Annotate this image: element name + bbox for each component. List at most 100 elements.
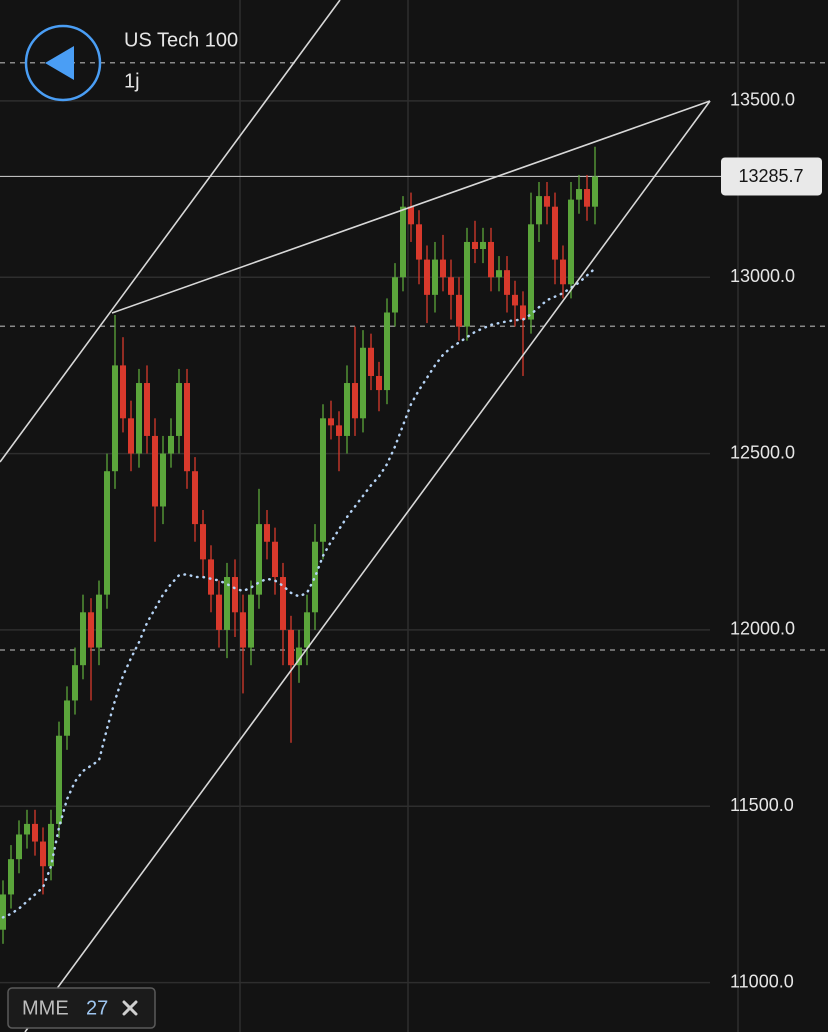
indicator-name: MME bbox=[22, 997, 69, 1019]
candle-body bbox=[96, 594, 102, 648]
candle-body bbox=[168, 435, 174, 454]
candle-body bbox=[272, 541, 278, 578]
y-tick-label: 12500.0 bbox=[730, 442, 795, 462]
candle-body bbox=[512, 294, 518, 306]
candle-body bbox=[304, 612, 310, 648]
candle-body bbox=[416, 224, 422, 260]
remove-indicator[interactable] bbox=[122, 1000, 138, 1016]
candle-body bbox=[24, 823, 30, 835]
candle-body bbox=[216, 594, 222, 630]
candle-body bbox=[0, 894, 6, 930]
candle-body bbox=[504, 270, 510, 295]
candle-body bbox=[408, 206, 414, 225]
candle-body bbox=[432, 259, 438, 295]
candle-body bbox=[592, 176, 598, 207]
candle-body bbox=[56, 735, 62, 824]
candle-body bbox=[184, 383, 190, 472]
candle-body bbox=[112, 365, 118, 472]
candle-body bbox=[576, 189, 582, 200]
candle-body bbox=[80, 612, 86, 666]
candle-body bbox=[584, 189, 590, 207]
candle-body bbox=[536, 196, 542, 225]
candle-body bbox=[544, 196, 550, 207]
y-tick-label: 11500.0 bbox=[730, 795, 794, 815]
close-icon bbox=[122, 1000, 138, 1016]
indicator-legend[interactable]: MME 27 bbox=[7, 987, 156, 1029]
candle-body bbox=[48, 823, 54, 867]
trendline bbox=[24, 100, 711, 1032]
trendline bbox=[111, 100, 711, 314]
candle-body bbox=[424, 259, 430, 295]
legend-box bbox=[7, 987, 156, 1029]
candle-body bbox=[296, 647, 302, 666]
candle-body bbox=[136, 383, 142, 454]
candle-body bbox=[128, 418, 134, 454]
candle-body bbox=[40, 841, 46, 867]
candle-body bbox=[448, 277, 454, 295]
candle-body bbox=[552, 206, 558, 260]
candle-body bbox=[256, 524, 262, 595]
candle-body bbox=[560, 259, 566, 285]
candle-body bbox=[360, 347, 366, 419]
last-price-tag bbox=[721, 157, 822, 196]
candle-body bbox=[200, 524, 206, 560]
trendlines bbox=[0, 0, 711, 1032]
candle-body bbox=[144, 383, 150, 436]
candle-body bbox=[232, 577, 238, 613]
candle-body bbox=[312, 541, 318, 613]
candle-body bbox=[464, 241, 470, 327]
candle-body bbox=[392, 277, 398, 313]
y-axis: 11000.0 11500.0 12000.0 12500.0 13000.0 13500… bbox=[721, 90, 822, 991]
candle-body bbox=[456, 294, 462, 327]
candle-body bbox=[496, 270, 502, 278]
y-tick-label: 12000.0 bbox=[730, 619, 795, 639]
candle-body bbox=[16, 834, 22, 860]
y-tick-label: 13500.0 bbox=[730, 90, 795, 110]
back-button-ring bbox=[24, 24, 102, 102]
indicator-period: 27 bbox=[86, 997, 108, 1019]
last-price-label: 13285.7 bbox=[738, 166, 803, 186]
candle-body bbox=[320, 418, 326, 542]
candle-body bbox=[336, 425, 342, 436]
candle-body bbox=[440, 259, 446, 278]
candle-body bbox=[472, 241, 478, 250]
candle-body bbox=[32, 823, 38, 842]
candle-body bbox=[248, 594, 254, 648]
candle-body bbox=[88, 612, 94, 648]
candle-body bbox=[376, 375, 382, 391]
candle-body bbox=[104, 471, 110, 595]
candle-body bbox=[328, 418, 334, 426]
candle-body bbox=[224, 577, 230, 630]
candle-body bbox=[384, 312, 390, 391]
trendline bbox=[0, 0, 341, 463]
candle-body bbox=[488, 241, 494, 278]
back-arrow bbox=[45, 46, 74, 80]
instrument-name: US Tech 100 bbox=[124, 29, 238, 51]
candle-body bbox=[520, 305, 526, 320]
candle-body bbox=[64, 700, 70, 736]
header: US Tech 100 1j bbox=[24, 24, 238, 102]
candle-body bbox=[208, 559, 214, 595]
candle-body bbox=[280, 577, 286, 630]
candle-body bbox=[264, 524, 270, 542]
candle-body bbox=[400, 206, 406, 278]
candle-body bbox=[368, 347, 374, 376]
candle-body bbox=[176, 383, 182, 436]
candle-body bbox=[568, 199, 574, 285]
candle-body bbox=[152, 435, 158, 507]
candle-body bbox=[480, 241, 486, 250]
candle-body bbox=[528, 224, 534, 320]
candle-body bbox=[120, 365, 126, 419]
candle-body bbox=[8, 859, 14, 895]
timeframe: 1j bbox=[124, 70, 140, 92]
candle-body bbox=[160, 453, 166, 507]
back-button[interactable] bbox=[24, 24, 102, 102]
candle-body bbox=[192, 471, 198, 525]
y-tick-label: 11000.0 bbox=[730, 971, 794, 991]
y-tick-label: 13000.0 bbox=[730, 266, 795, 286]
levels bbox=[0, 62, 828, 651]
candle-body bbox=[72, 665, 78, 701]
plot bbox=[0, 146, 598, 944]
